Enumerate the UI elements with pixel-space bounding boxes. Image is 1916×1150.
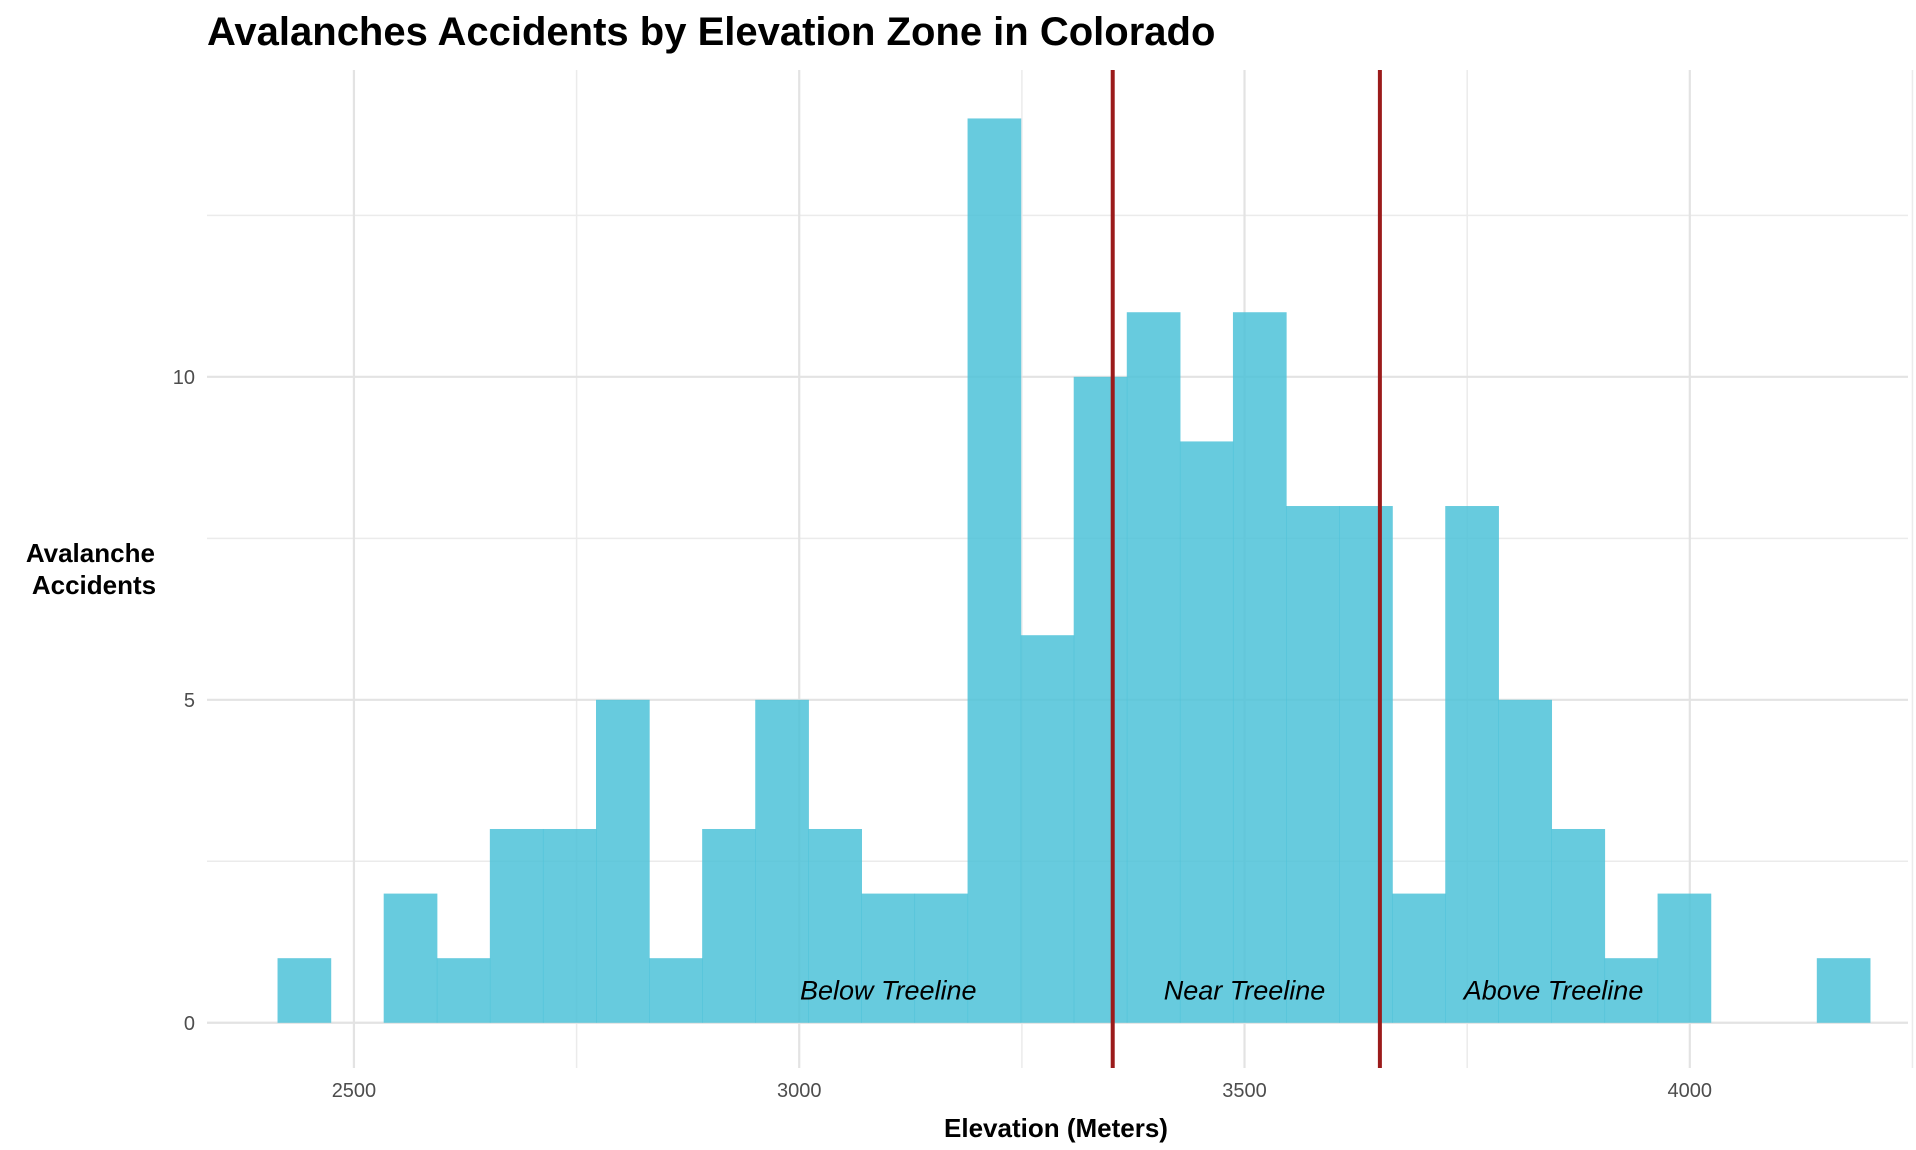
- y-axis-title-line-2: Accidents: [32, 570, 156, 600]
- zone-boundary-lines: [1110, 70, 1382, 1068]
- y-axis-title: Avalanche Accidents: [26, 538, 162, 600]
- histogram-bar: [277, 958, 332, 1023]
- histogram-bar: [436, 958, 491, 1023]
- histogram-bar: [967, 118, 1022, 1023]
- histogram-bar: [1073, 376, 1128, 1023]
- histogram-bar: [649, 958, 703, 1023]
- x-tick-label: 3500: [1222, 1080, 1267, 1102]
- x-axis-tick-labels: 2500 3000 3500 4000: [332, 1080, 1712, 1102]
- y-axis-title-line-1: Avalanche: [26, 538, 155, 568]
- histogram-bar: [1657, 893, 1712, 1023]
- histogram-bar: [1498, 699, 1553, 1023]
- histogram-bar: [489, 828, 544, 1023]
- zone-label: Near Treeline: [1164, 975, 1326, 1005]
- x-tick-label: 4000: [1668, 1080, 1713, 1102]
- y-tick-label: 5: [184, 690, 195, 712]
- histogram-bar: [1126, 312, 1181, 1023]
- histogram-bar: [1339, 506, 1393, 1023]
- histogram-bar: [1232, 312, 1287, 1023]
- zone-label: Above Treeline: [1462, 975, 1644, 1005]
- histogram-bar: [702, 828, 756, 1023]
- zone-labels: Below Treeline Near Treeline Above Treelin…: [800, 975, 1643, 1005]
- histogram-bar: [1286, 506, 1340, 1023]
- chart-title: Avalanches Accidents by Elevation Zone i…: [207, 10, 1215, 54]
- histogram-bar: [755, 699, 809, 1023]
- histogram-bar: [1604, 958, 1659, 1023]
- histogram-bar: [1020, 635, 1075, 1023]
- histogram-bar: [1179, 441, 1234, 1023]
- y-tick-label: 10: [173, 367, 195, 389]
- y-axis-tick-labels: 0 5 10: [173, 367, 195, 1035]
- x-tick-label: 3000: [777, 1080, 822, 1102]
- y-tick-label: 0: [184, 1013, 195, 1035]
- histogram-bar: [914, 893, 969, 1023]
- histogram-bar: [1445, 506, 1499, 1023]
- x-tick-label: 2500: [332, 1080, 377, 1102]
- x-axis-title: Elevation (Meters): [944, 1113, 1168, 1143]
- histogram-bar: [861, 893, 916, 1023]
- histogram-bar: [383, 893, 438, 1023]
- zone-label: Below Treeline: [800, 975, 977, 1005]
- histogram-bar: [542, 828, 597, 1023]
- histogram-bar: [1551, 828, 1606, 1023]
- histogram-bars: [277, 118, 1871, 1023]
- histogram-bar: [1392, 893, 1446, 1023]
- histogram-bar: [596, 699, 650, 1023]
- histogram-bar: [808, 828, 862, 1023]
- histogram-bar: [1816, 958, 1871, 1023]
